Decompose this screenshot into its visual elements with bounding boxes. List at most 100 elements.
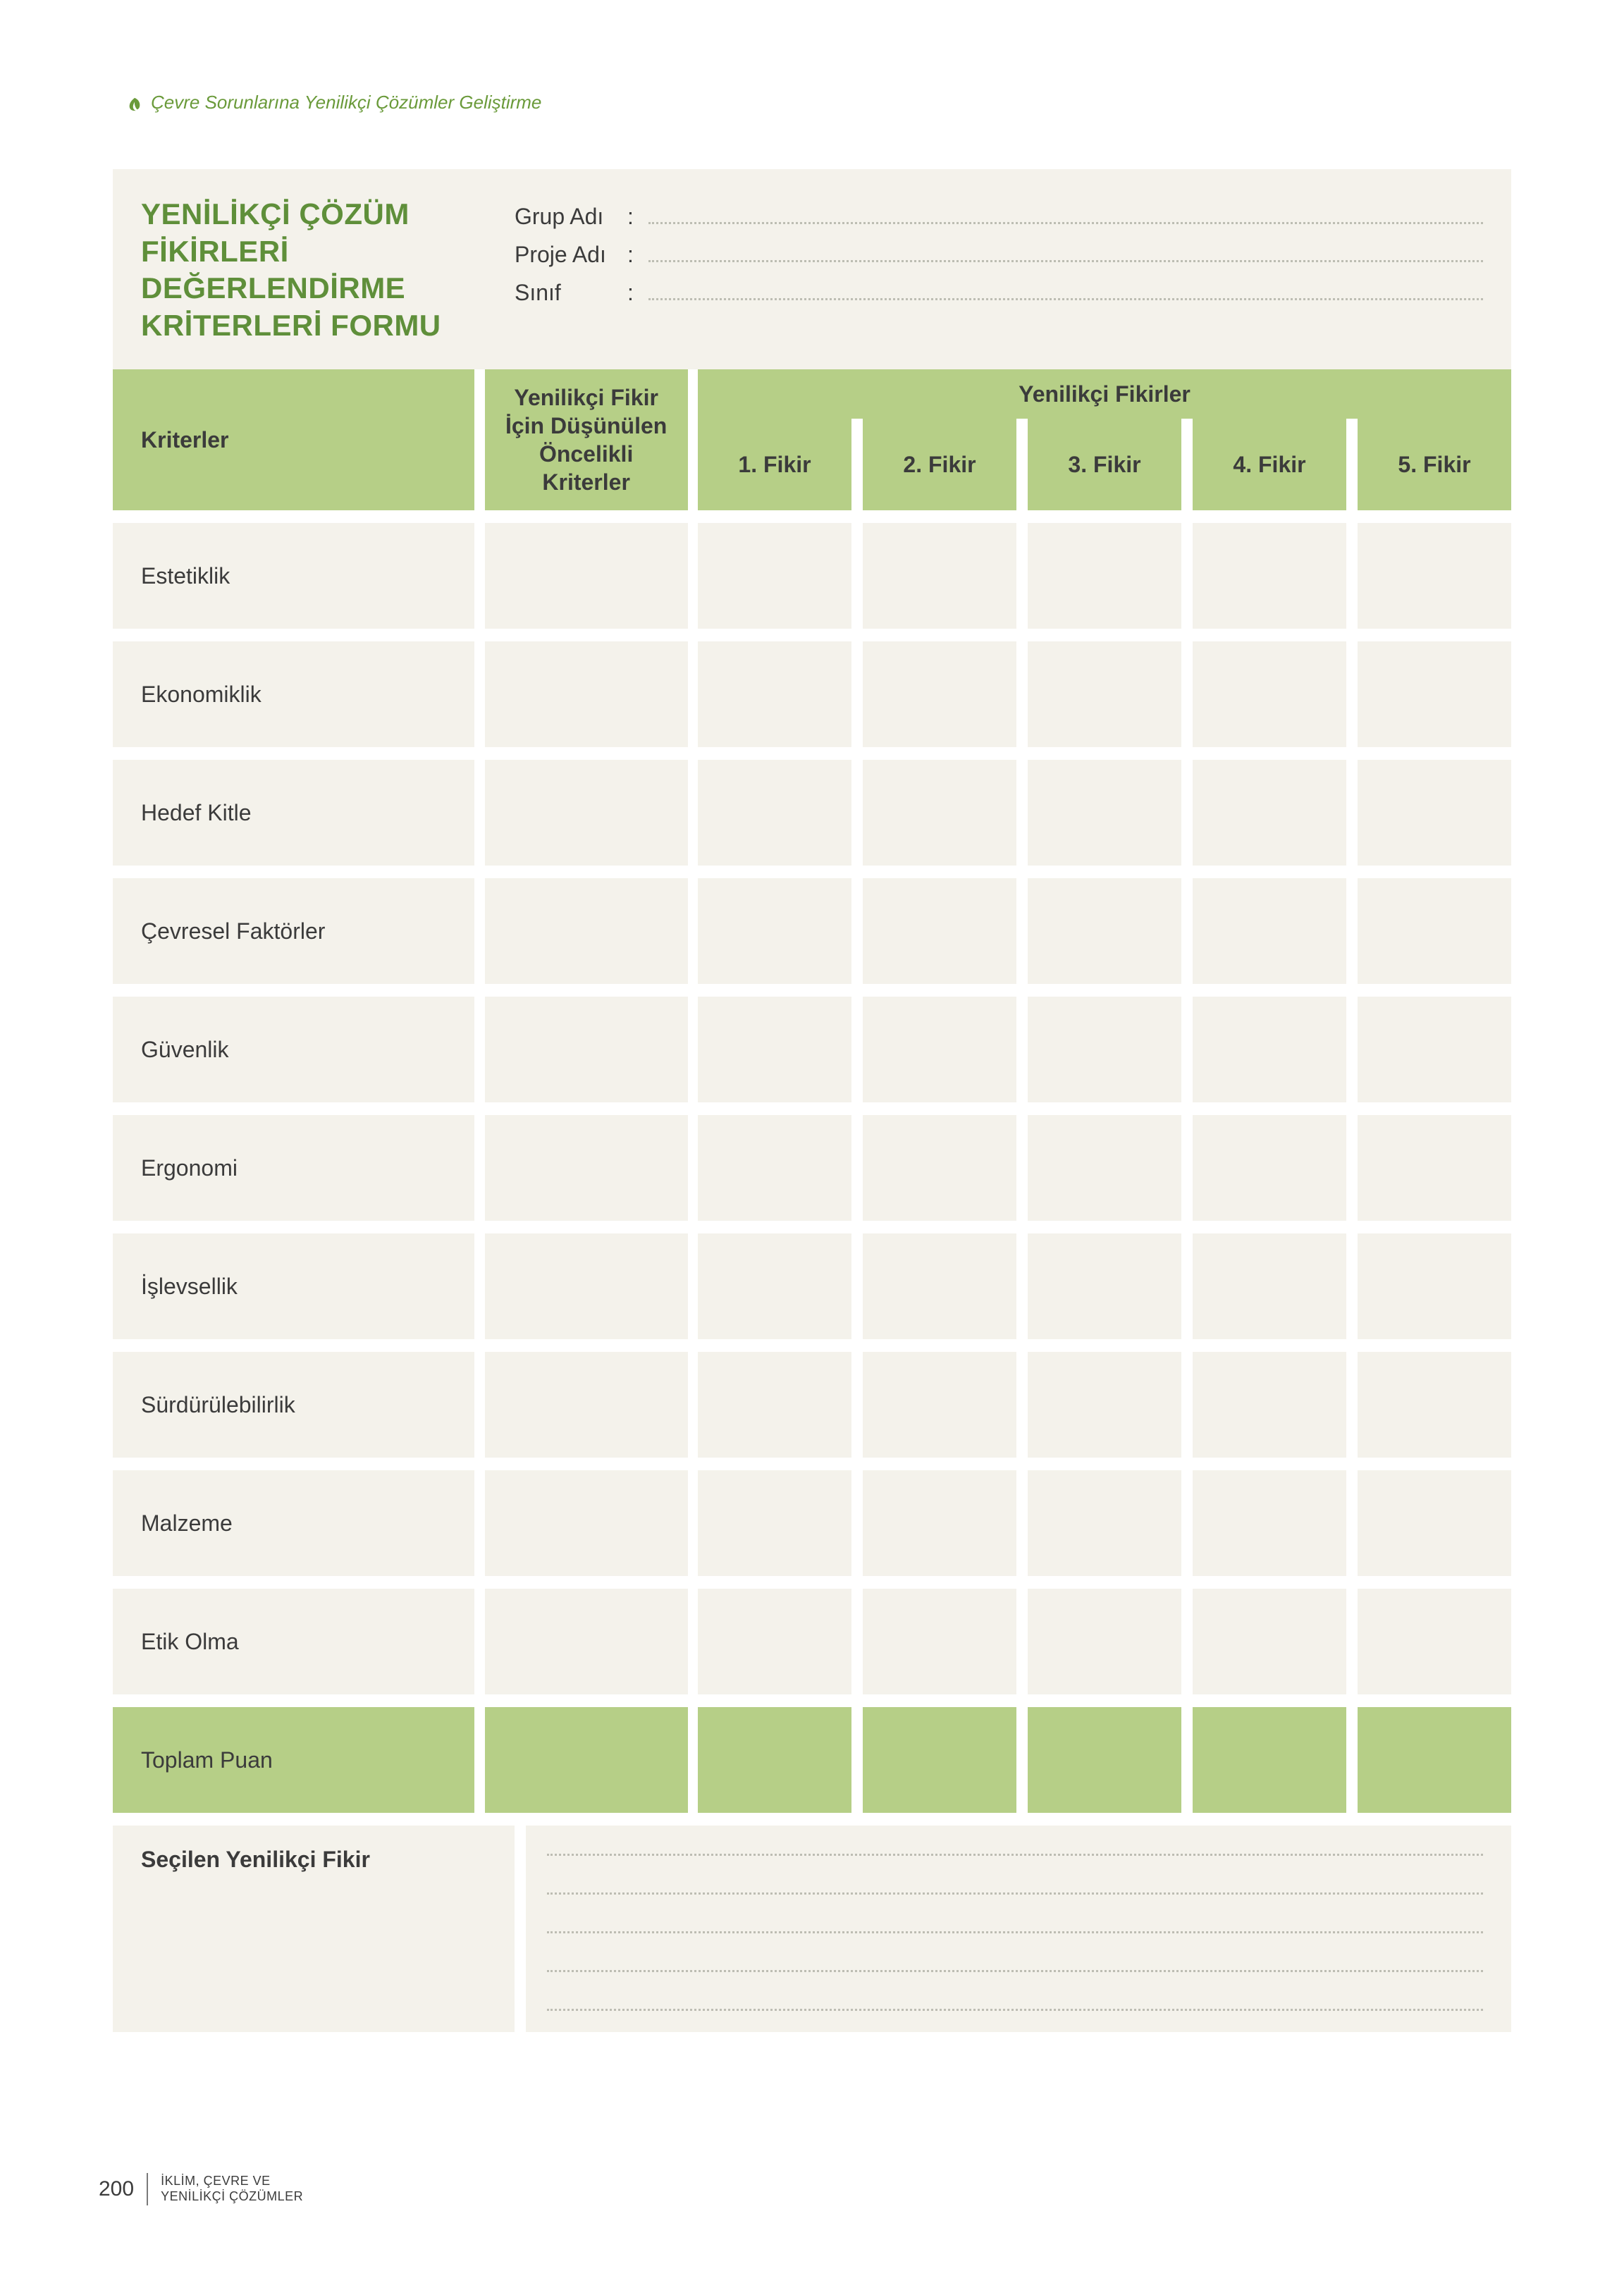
row-oncelik-cell[interactable] (485, 1115, 688, 1221)
row-label-cell: İşlevsellik (113, 1233, 474, 1339)
row-fikir-cell[interactable] (863, 1589, 1016, 1694)
row-oncelik-cell[interactable] (485, 1233, 688, 1339)
row-fikir-cell[interactable] (1193, 878, 1346, 984)
row-label: Estetiklik (141, 563, 230, 589)
row-fikir-cell[interactable] (863, 1115, 1016, 1221)
row-oncelik-cell[interactable] (485, 1470, 688, 1576)
secilen-line[interactable] (547, 1931, 1483, 1933)
row-fikir-cell[interactable] (1028, 1115, 1181, 1221)
toplam-oncelik-cell[interactable] (485, 1707, 688, 1813)
meta-colon: : (627, 242, 648, 268)
row-fikir-cell[interactable] (698, 523, 851, 629)
row-fikir-cell[interactable] (1193, 760, 1346, 866)
row-label-cell: Etik Olma (113, 1589, 474, 1694)
row-fikir-cell[interactable] (863, 641, 1016, 747)
row-oncelik-cell[interactable] (485, 878, 688, 984)
meta-line-proje[interactable] (648, 240, 1483, 262)
row-fikir-cell[interactable] (698, 997, 851, 1102)
row-oncelik-cell[interactable] (485, 760, 688, 866)
form-titlebar: YENİLİKÇİ ÇÖZÜM FİKİRLERİ DEĞERLENDİRME … (113, 169, 1511, 369)
row-fikir-cell[interactable] (863, 1233, 1016, 1339)
table-row: Hedef Kitle (113, 760, 1511, 866)
row-fikir-cell[interactable] (1358, 1115, 1511, 1221)
row-oncelik-cell[interactable] (485, 1589, 688, 1694)
secilen-lines[interactable] (526, 1826, 1511, 2032)
row-oncelik-cell[interactable] (485, 997, 688, 1102)
row-oncelik-cell[interactable] (485, 1352, 688, 1458)
row-fikir-cell[interactable] (698, 641, 851, 747)
row-oncelik-cell[interactable] (485, 523, 688, 629)
row-fikir-cell[interactable] (698, 760, 851, 866)
toplam-fikir-cell[interactable] (1193, 1707, 1346, 1813)
row-fikir-cell[interactable] (1028, 1589, 1181, 1694)
row-fikir-cell[interactable] (1358, 878, 1511, 984)
row-fikir-cell[interactable] (1028, 878, 1181, 984)
secilen-line[interactable] (547, 1892, 1483, 1895)
table-row: Etik Olma (113, 1589, 1511, 1694)
row-fikir-cell[interactable] (698, 1352, 851, 1458)
row-fikir-cell[interactable] (1028, 1470, 1181, 1576)
row-label: Çevresel Faktörler (141, 918, 325, 944)
row-fikir-cell[interactable] (1358, 523, 1511, 629)
row-fikir-cell[interactable] (698, 1115, 851, 1221)
meta-colon: : (627, 280, 648, 306)
header-fikir-3: 3. Fikir (1028, 419, 1181, 510)
toplam-fikir-cell[interactable] (863, 1707, 1016, 1813)
table-row: Malzeme (113, 1470, 1511, 1576)
row-fikir-cell[interactable] (698, 1470, 851, 1576)
row-oncelik-cell[interactable] (485, 641, 688, 747)
row-label-cell: Hedef Kitle (113, 760, 474, 866)
meta-line-sinif[interactable] (648, 278, 1483, 300)
form-meta: Grup Adı : Proje Adı : Sınıf : (515, 189, 1511, 344)
row-label: Malzeme (141, 1510, 233, 1537)
toplam-fikir-cell[interactable] (1358, 1707, 1511, 1813)
row-fikir-cell[interactable] (1358, 997, 1511, 1102)
row-fikir-cell[interactable] (1028, 760, 1181, 866)
meta-line-grup[interactable] (648, 202, 1483, 224)
row-fikir-cell[interactable] (863, 997, 1016, 1102)
header-fikir-1: 1. Fikir (698, 419, 851, 510)
row-fikir-cell[interactable] (863, 878, 1016, 984)
running-head-text: Çevre Sorunlarına Yenilikçi Çözümler Gel… (151, 92, 541, 113)
table-header-row: Kriterler Yenilikçi Fikir İçin Düşünülen… (113, 369, 1511, 510)
row-fikir-cell[interactable] (1358, 641, 1511, 747)
secilen-line[interactable] (547, 1854, 1483, 1856)
row-fikir-cell[interactable] (698, 1589, 851, 1694)
row-fikir-cell[interactable] (1193, 1233, 1346, 1339)
row-label-cell: Çevresel Faktörler (113, 878, 474, 984)
row-fikir-cell[interactable] (1193, 523, 1346, 629)
secilen-line[interactable] (547, 1970, 1483, 1972)
row-fikir-cell[interactable] (1028, 523, 1181, 629)
row-fikir-cell[interactable] (1193, 1352, 1346, 1458)
row-fikir-cell[interactable] (1358, 1470, 1511, 1576)
row-fikir-cell[interactable] (1193, 641, 1346, 747)
row-fikir-cell[interactable] (698, 1233, 851, 1339)
header-oncelik-l1: Yenilikçi Fikir (514, 383, 658, 412)
row-fikir-cell[interactable] (863, 1352, 1016, 1458)
row-fikir-cell[interactable] (1028, 1352, 1181, 1458)
row-fikir-cell[interactable] (1028, 997, 1181, 1102)
row-fikir-cell[interactable] (863, 1470, 1016, 1576)
row-fikir-cell[interactable] (1028, 1233, 1181, 1339)
footer-line2: YENİLİKÇİ ÇÖZÜMLER (161, 2189, 303, 2203)
secilen-block: Seçilen Yenilikçi Fikir (113, 1826, 1511, 2032)
row-fikir-cell[interactable] (1193, 997, 1346, 1102)
row-fikir-cell[interactable] (863, 523, 1016, 629)
toplam-fikir-cell[interactable] (698, 1707, 851, 1813)
row-fikir-cell[interactable] (1193, 1115, 1346, 1221)
row-fikir-cell[interactable] (863, 760, 1016, 866)
row-fikir-cell[interactable] (1028, 641, 1181, 747)
row-fikir-cell[interactable] (1358, 1233, 1511, 1339)
row-fikir-cell[interactable] (1358, 1589, 1511, 1694)
secilen-line[interactable] (547, 2009, 1483, 2011)
row-fikir-cell[interactable] (1358, 1352, 1511, 1458)
footer-text: İKLİM, ÇEVRE VE YENİLİKÇİ ÇÖZÜMLER (161, 2174, 303, 2204)
row-fikir-cell[interactable] (1193, 1589, 1346, 1694)
row-fikir-cell[interactable] (698, 878, 851, 984)
table-row: Çevresel Faktörler (113, 878, 1511, 984)
toplam-fikir-cell[interactable] (1028, 1707, 1181, 1813)
row-fikir-cell[interactable] (1358, 760, 1511, 866)
table-row: Güvenlik (113, 997, 1511, 1102)
secilen-label: Seçilen Yenilikçi Fikir (113, 1826, 515, 2032)
row-fikir-cell[interactable] (1193, 1470, 1346, 1576)
